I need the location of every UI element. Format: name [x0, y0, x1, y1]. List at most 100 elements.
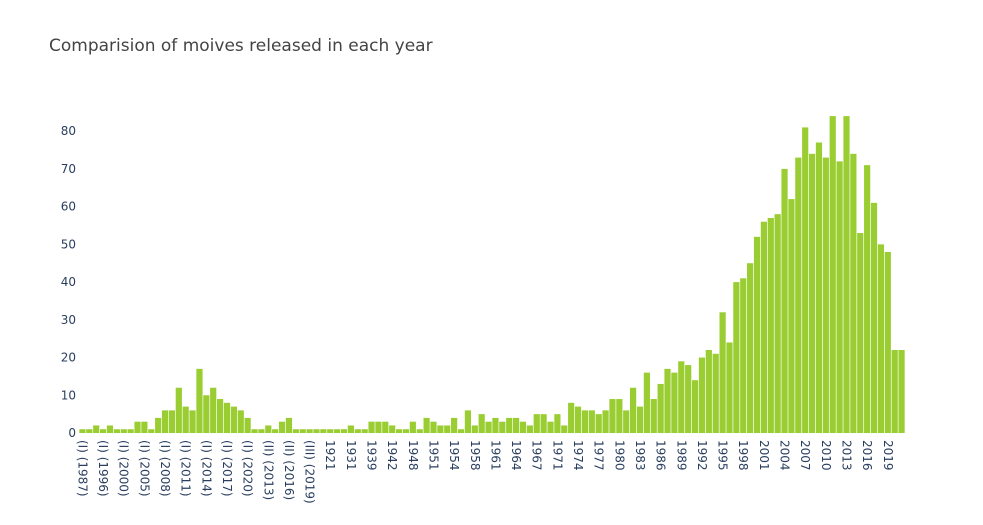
bar [423, 417, 430, 433]
bar [244, 417, 251, 433]
bar [850, 153, 857, 433]
bar [864, 165, 871, 434]
bar [196, 368, 203, 433]
x-tick-label: 2016 [860, 440, 874, 471]
bar [506, 417, 513, 433]
bar [389, 425, 396, 433]
bar [781, 168, 788, 433]
y-tick-label: 50 [61, 237, 76, 251]
bar [898, 350, 905, 433]
bar [430, 421, 437, 433]
bar [747, 263, 754, 433]
chart-title: Comparision of moives released in each y… [49, 36, 433, 56]
bar [891, 350, 898, 433]
x-tick-label: (I) (2017) [220, 440, 234, 497]
bar [795, 157, 802, 433]
x-tick-label: 1948 [406, 440, 420, 471]
bar [134, 421, 141, 433]
bar [829, 116, 836, 433]
bar [705, 350, 712, 433]
bar [361, 429, 368, 433]
bar [251, 429, 258, 433]
bar [485, 421, 492, 433]
x-tick-label: 1971 [550, 440, 564, 471]
bar [148, 429, 155, 433]
bar [106, 425, 114, 433]
bar [113, 429, 120, 433]
bar [815, 142, 823, 433]
x-tick-label: (I) (2014) [199, 440, 213, 497]
bar [698, 357, 706, 433]
bar [526, 425, 533, 433]
bar [437, 425, 444, 433]
bar [643, 372, 650, 433]
bar [726, 342, 733, 433]
bar [733, 282, 740, 433]
bar [217, 399, 224, 433]
x-tick-label: 2010 [819, 440, 833, 471]
bar [568, 402, 575, 433]
x-tick-label: (II) (2016) [282, 440, 296, 500]
bar [691, 380, 699, 433]
x-tick-label: 1961 [488, 440, 502, 471]
bar [409, 421, 416, 433]
bar [402, 429, 410, 433]
bar [561, 425, 568, 433]
bar [512, 417, 520, 433]
bar [533, 414, 540, 433]
bar [444, 425, 451, 433]
bar [278, 421, 286, 433]
bar [457, 429, 465, 433]
x-tick-label: 1931 [344, 440, 358, 471]
x-tick-label: 1977 [592, 440, 606, 471]
bar [685, 365, 692, 433]
bar [857, 233, 864, 433]
x-tick-label: (II) (2013) [261, 440, 275, 500]
bar [581, 410, 589, 433]
x-tick-label: 1951 [426, 440, 440, 471]
bar [836, 161, 843, 433]
bar [168, 410, 176, 433]
x-tick-label: (I) (2020) [241, 440, 255, 497]
bar [120, 429, 127, 433]
bar [499, 421, 506, 433]
bar [774, 214, 781, 433]
bar [189, 410, 196, 433]
bar [719, 312, 726, 433]
bar [822, 157, 829, 433]
bar [210, 387, 217, 433]
bar [292, 429, 299, 433]
bar [285, 417, 293, 433]
bar [334, 429, 341, 433]
x-tick-label: (I) (2005) [137, 440, 151, 497]
y-tick-label: 30 [61, 313, 76, 327]
bar [636, 406, 644, 433]
y-tick-label: 60 [61, 200, 76, 214]
x-tick-label: 1995 [716, 440, 730, 471]
bar [650, 399, 657, 433]
bar [79, 429, 86, 433]
x-tick-label: 2004 [778, 440, 792, 471]
bar [258, 429, 265, 433]
bar [175, 387, 182, 433]
bar [416, 429, 423, 433]
bar [141, 421, 148, 433]
x-tick-label: 1939 [365, 440, 379, 471]
x-tick-label: 1998 [736, 440, 750, 471]
bar [340, 429, 348, 433]
x-tick-label: 1983 [633, 440, 647, 471]
bar [657, 383, 664, 433]
bar [753, 236, 761, 433]
bar [223, 402, 231, 433]
bar [320, 429, 327, 433]
bar [554, 414, 561, 433]
x-tick-label: 2007 [798, 440, 812, 471]
x-tick-label: 1954 [447, 440, 461, 471]
y-tick-label: 40 [61, 275, 76, 289]
bar [382, 421, 389, 433]
x-tick-label: 1986 [654, 440, 668, 471]
bar [471, 425, 478, 433]
bar [368, 421, 375, 433]
bar [203, 395, 210, 433]
